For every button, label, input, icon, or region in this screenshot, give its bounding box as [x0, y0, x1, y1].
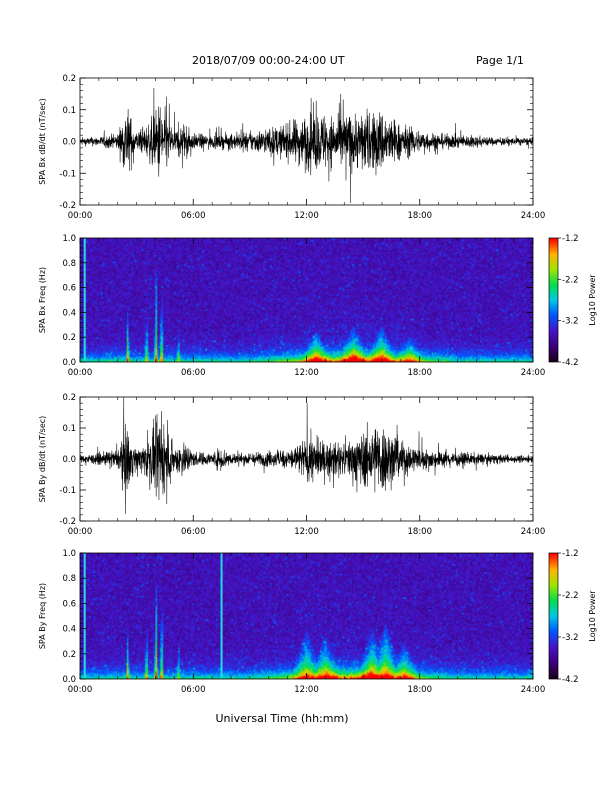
y-tick-label: 0.8: [62, 574, 76, 584]
x-tick-label: 12:00: [294, 368, 319, 378]
x-tick-label: 06:00: [181, 527, 206, 537]
y-axis-label: SPA By dB/dt (nT/sec): [38, 416, 47, 503]
x-tick-label: 24:00: [521, 368, 546, 378]
y-tick-label: 1.0: [62, 234, 76, 244]
y-tick-label: 0.1: [62, 106, 76, 116]
colorbar-tick-label: -3.2: [562, 633, 579, 643]
x-tick-label: 18:00: [408, 211, 433, 221]
y-tick-label: 0.6: [62, 284, 76, 294]
x-tick-label: 24:00: [521, 527, 546, 537]
colorbar-frame: [548, 237, 559, 363]
x-tick-label: 00:00: [68, 685, 93, 695]
colorbar-tick-label: -2.2: [562, 591, 579, 601]
y-tick-label: 0.2: [62, 650, 76, 660]
y-axis-label: SPA By Freq (Hz): [38, 583, 47, 649]
y-tick-label: 0.0: [62, 675, 76, 685]
y-tick-label: 0.4: [62, 625, 76, 635]
page-indicator: Page 1/1: [476, 54, 524, 67]
y-tick-label: 0.2: [62, 333, 76, 343]
x-tick-label: 00:00: [68, 211, 93, 221]
y-tick-label: -0.2: [59, 201, 76, 211]
x-tick-label: 18:00: [408, 685, 433, 695]
x-tick-label: 00:00: [68, 527, 93, 537]
plot-title: 2018/07/09 00:00-24:00 UT: [192, 54, 345, 67]
y-tick-label: 0.4: [62, 308, 76, 318]
colorbar-image: [549, 238, 558, 362]
x-tick-label: 06:00: [181, 211, 206, 221]
y-tick-label: -0.1: [59, 169, 76, 179]
marks-layer: 00:00 06:00 12:00 18:00 24:00 0.2 0.1 0.0 -0.1 -0…: [38, 74, 597, 695]
y-tick-label: 0.2: [62, 74, 76, 84]
x-axis-label: Universal Time (hh:mm): [216, 712, 349, 725]
spectrogram-layer: [80, 238, 558, 679]
x-tick-label: 00:00: [68, 368, 93, 378]
y-tick-label: 0.0: [62, 358, 76, 368]
colorbar-tick-label: -1.2: [562, 234, 579, 244]
x-tick-label: 06:00: [181, 368, 206, 378]
colorbar-frame: [548, 552, 559, 680]
y-tick-label: 0.8: [62, 259, 76, 269]
colorbar-image: [549, 553, 558, 679]
colorbar-tick-label: -4.2: [562, 675, 579, 685]
y-tick-label: 0.6: [62, 599, 76, 609]
x-tick-label: 24:00: [521, 211, 546, 221]
colorbar-tick-label: -3.2: [562, 317, 579, 327]
colorbar-tick-label: -4.2: [562, 358, 579, 368]
y-axis-label: SPA Bx dB/dt (nT/sec): [38, 98, 47, 185]
series-line: [79, 88, 534, 204]
colorbar-label: Log10 Power: [588, 274, 597, 326]
x-tick-label: 12:00: [294, 685, 319, 695]
y-tick-label: 0.2: [62, 393, 76, 403]
y-tick-label: 1.0: [62, 549, 76, 559]
y-tick-label: -0.1: [59, 486, 76, 496]
y-tick-label: -0.2: [59, 517, 76, 527]
spectrogram-image: [80, 238, 533, 362]
y-tick-label: 0.0: [62, 455, 76, 465]
x-tick-label: 24:00: [521, 685, 546, 695]
spectrogram-image: [80, 553, 533, 679]
y-tick-label: 0.1: [62, 424, 76, 434]
y-axis-label: SPA Bx Freq (Hz): [38, 267, 47, 333]
x-tick-label: 12:00: [294, 211, 319, 221]
x-tick-label: 18:00: [408, 527, 433, 537]
y-tick-label: 0.0: [62, 138, 76, 148]
colorbar-tick-label: -1.2: [562, 549, 579, 559]
x-tick-label: 18:00: [408, 368, 433, 378]
colorbar-tick-label: -2.2: [562, 275, 579, 285]
series-line: [79, 396, 534, 514]
x-tick-label: 06:00: [181, 685, 206, 695]
colorbar-label: Log10 Power: [588, 590, 597, 642]
x-tick-label: 12:00: [294, 527, 319, 537]
